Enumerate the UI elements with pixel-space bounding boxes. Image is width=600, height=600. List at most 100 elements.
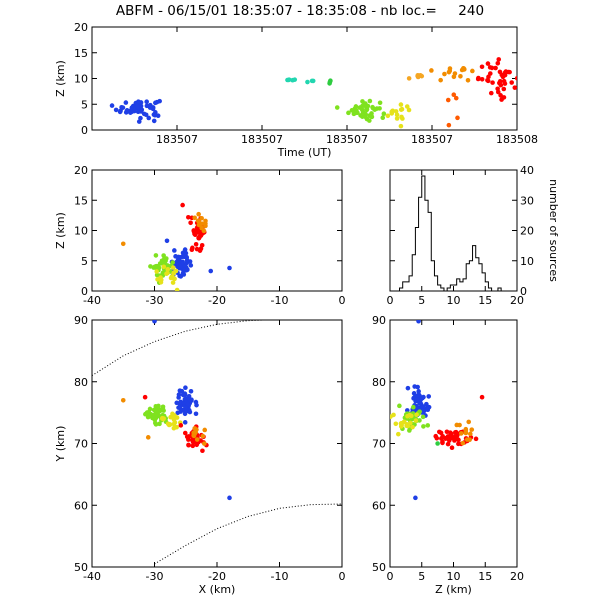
source-point <box>367 113 372 118</box>
source-point <box>161 253 166 258</box>
source-point <box>177 404 183 409</box>
source-point <box>458 431 464 436</box>
source-point <box>170 411 175 417</box>
source-point <box>399 106 405 112</box>
source-point <box>514 75 517 81</box>
x-tick-label: 183508 <box>496 133 538 146</box>
source-point <box>142 394 148 400</box>
source-point <box>413 418 419 423</box>
source-point <box>182 430 188 436</box>
plot-content <box>390 175 517 291</box>
x-tick-label: 183507 <box>156 133 198 146</box>
plot-content <box>109 57 525 129</box>
source-point <box>425 407 431 413</box>
source-point <box>470 68 475 74</box>
source-point <box>184 408 189 414</box>
source-point <box>370 105 376 111</box>
y-tick-label: 15 <box>74 47 88 60</box>
source-point <box>144 410 150 415</box>
source-point <box>188 263 194 268</box>
source-point <box>459 67 465 73</box>
source-point <box>305 79 310 85</box>
source-point <box>380 115 386 120</box>
y-tick-label: 10 <box>520 255 534 268</box>
y-tick-label: 40 <box>520 164 534 177</box>
source-point <box>424 401 429 407</box>
y-tick-label: 20 <box>74 21 88 34</box>
x-tick-label: 5 <box>418 294 425 307</box>
source-point <box>161 264 167 270</box>
source-point <box>136 99 141 104</box>
source-point <box>171 421 177 427</box>
x-tick-label: 0 <box>339 570 346 583</box>
source-point <box>186 434 191 439</box>
source-point <box>415 74 421 80</box>
x-tick-label: -40 <box>83 570 101 583</box>
source-point <box>458 73 463 79</box>
source-point <box>188 388 194 394</box>
source-point <box>146 413 152 419</box>
source-point <box>170 265 176 270</box>
source-point <box>360 109 366 115</box>
source-point <box>445 441 451 447</box>
source-point <box>509 80 515 85</box>
x-tick-label: 20 <box>510 570 524 583</box>
source-point <box>413 495 418 501</box>
source-point <box>113 107 119 113</box>
y-tick-label: 30 <box>520 194 534 207</box>
source-point <box>184 267 190 272</box>
x-axis-label: X (km) <box>199 583 236 596</box>
source-point <box>451 74 457 80</box>
x-tick-label: 0 <box>387 570 394 583</box>
source-point <box>454 433 459 438</box>
source-point <box>438 77 443 83</box>
source-point <box>178 274 184 279</box>
source-point <box>475 76 481 82</box>
range-ring-arc <box>154 503 342 565</box>
source-point <box>421 424 426 429</box>
source-point <box>193 241 199 247</box>
source-point <box>146 115 152 121</box>
source-point <box>176 392 182 397</box>
source-point <box>405 413 410 419</box>
source-point <box>495 60 501 66</box>
x-tick-label: -10 <box>271 294 289 307</box>
source-point <box>120 397 126 403</box>
source-point <box>501 86 507 92</box>
source-point <box>429 68 434 73</box>
histogram-steps <box>390 175 517 291</box>
source-point <box>171 425 177 431</box>
source-point <box>328 78 333 83</box>
source-point <box>442 71 447 77</box>
source-point <box>414 397 420 402</box>
y-tick-label: 20 <box>520 225 534 238</box>
source-point <box>358 113 363 118</box>
source-point <box>152 420 158 426</box>
source-point <box>197 248 203 253</box>
source-point <box>292 77 298 82</box>
source-point <box>139 107 145 113</box>
source-point <box>479 64 485 70</box>
source-point <box>193 399 199 405</box>
y-tick-label: 10 <box>74 73 88 86</box>
source-point <box>495 89 501 95</box>
source-point <box>187 409 193 415</box>
source-point <box>172 248 177 253</box>
source-point <box>334 105 340 110</box>
source-point <box>502 81 508 86</box>
y-tick-label: 80 <box>372 376 386 389</box>
source-point <box>497 69 503 75</box>
source-point <box>485 61 491 66</box>
x-tick-label: 183507 <box>241 133 283 146</box>
source-point <box>479 394 485 400</box>
source-point <box>520 79 525 84</box>
x-z-panel: -40 -30 -20 -10 0 0 5 10 15 20 Z (km) <box>54 164 346 307</box>
source-point <box>434 436 440 441</box>
source-point <box>498 93 503 98</box>
source-point <box>171 271 176 276</box>
source-point <box>398 123 404 129</box>
source-point <box>143 112 149 118</box>
source-point <box>377 106 382 111</box>
source-point <box>444 429 450 435</box>
